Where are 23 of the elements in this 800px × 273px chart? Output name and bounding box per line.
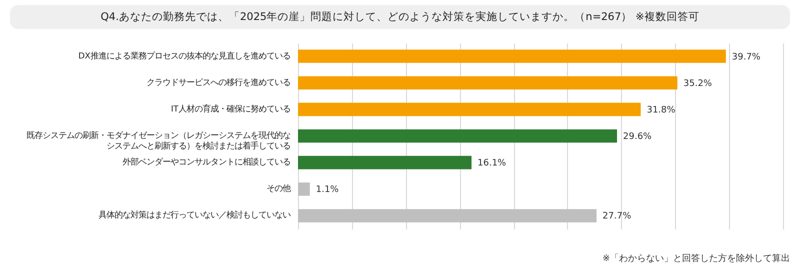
bar	[298, 182, 310, 196]
data-label: 31.8%	[646, 105, 676, 116]
data-label: 27.7%	[602, 212, 632, 222]
data-label: 16.1%	[478, 158, 507, 169]
chart-title: Q4.あなたの勤務先では、「2025年の崖」問題に対して、どのような対策を実施していますか。（n=267） ※複数回答可	[10, 5, 790, 29]
data-label: 29.6%	[623, 132, 652, 142]
y-tick-label: IT人材の育成・確保に努めている	[170, 103, 290, 114]
bar	[298, 50, 726, 63]
text: ※「わからない」と回答した方を除外して算出	[601, 252, 790, 265]
bar	[298, 102, 641, 116]
bar	[298, 129, 618, 143]
bar	[298, 156, 472, 170]
bar	[298, 76, 678, 90]
y-tick-label: その他	[266, 183, 290, 194]
y-tick-label: DX推進による業務プロセスの抜本的な見直しを進めている	[78, 50, 290, 60]
data-label: 1.1%	[316, 185, 340, 196]
data-label: 35.2%	[683, 78, 712, 89]
y-tick-label: 外部ベンダーやコンサルタントに相談している	[122, 156, 290, 167]
y-tick-label: 具体的な対策はまだ行っていない／検討もしていない	[98, 210, 290, 220]
y-tick-label: クラウドサービスへの移行を進めている	[146, 76, 290, 87]
data-label: 39.7%	[732, 52, 761, 62]
y-tick-label: 既存システムの刷新・モダナイゼーション（レガシーシステムを現代的なシステムへと刷新する）を検討または着手している	[26, 130, 290, 150]
bar	[298, 209, 597, 222]
